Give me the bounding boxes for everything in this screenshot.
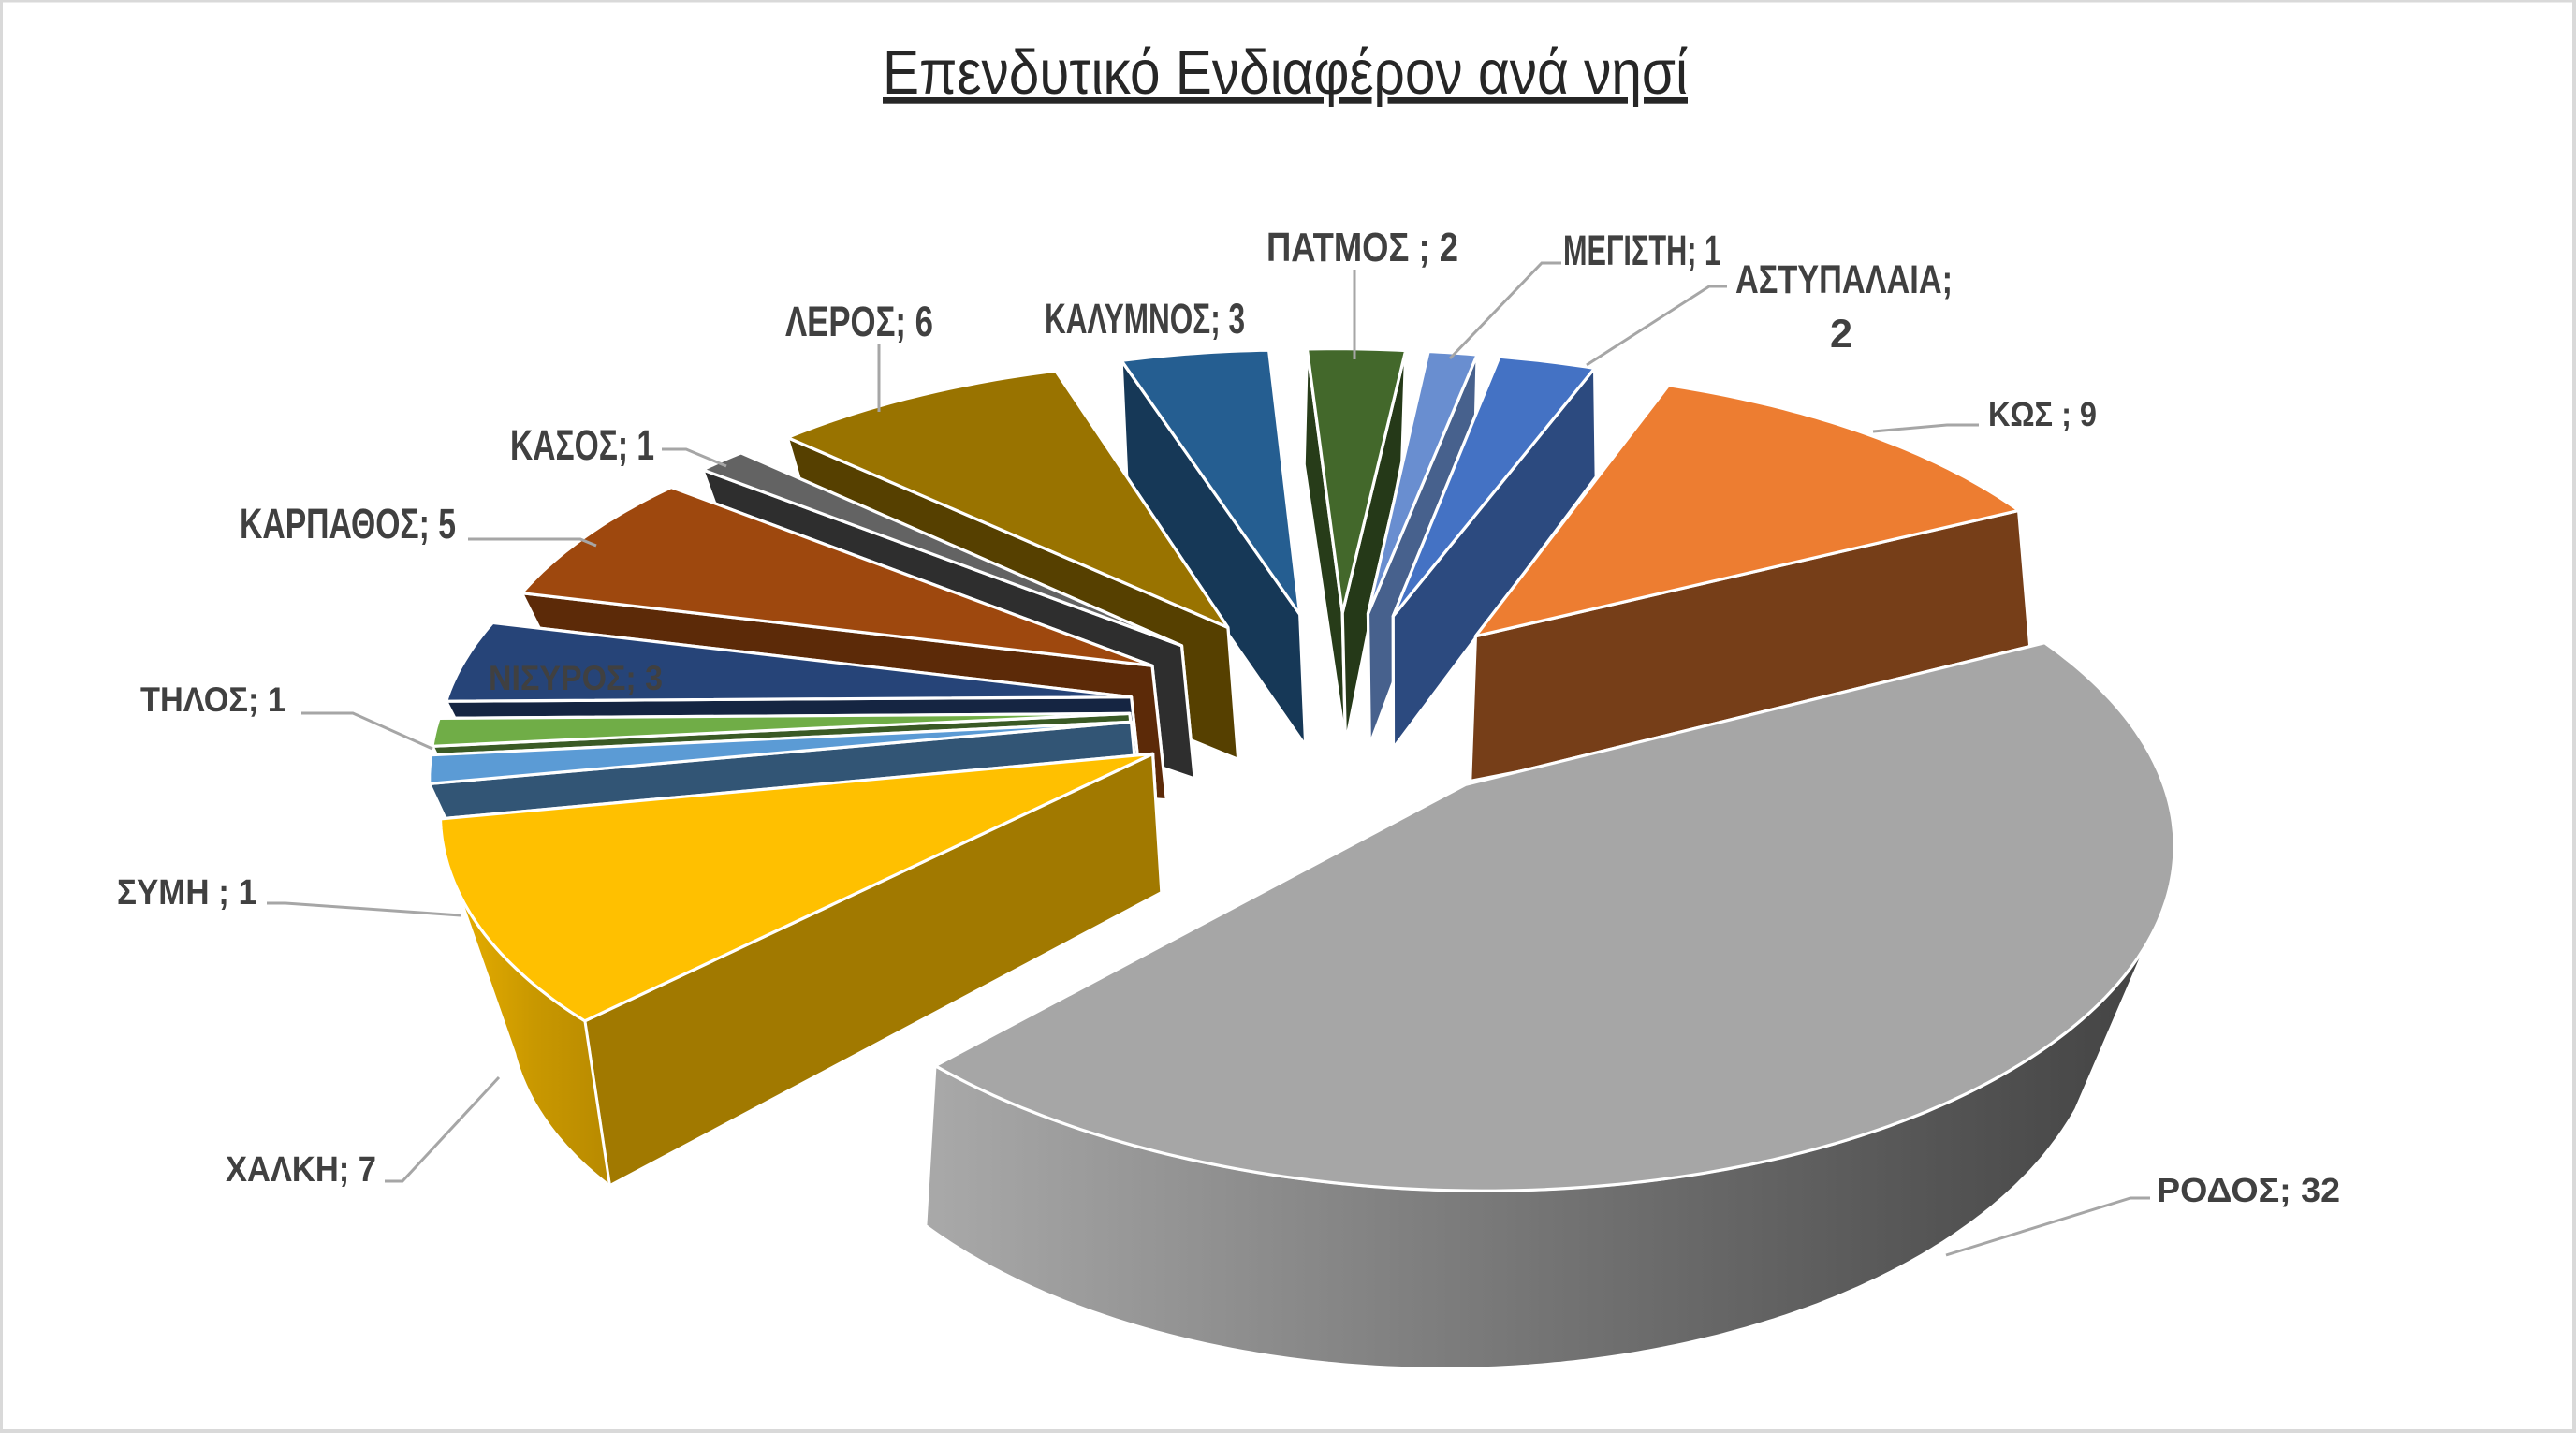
svg-text:ΚΑΛΥΜΝΟΣ; 3: ΚΑΛΥΜΝΟΣ; 3 [1045,295,1245,343]
svg-text:Επενδυτικό Ενδιαφέρον ανά νησί: Επενδυτικό Ενδιαφέρον ανά νησί [883,37,1688,108]
svg-text:ΤΗΛΟΣ; 1: ΤΗΛΟΣ; 1 [140,680,285,719]
svg-text:ΣΥΜΗ ; 1: ΣΥΜΗ ; 1 [117,873,256,913]
svg-text:ΧΑΛΚΗ; 7: ΧΑΛΚΗ; 7 [226,1150,376,1190]
svg-text:ΜΕΓΙΣΤΗ; 1: ΜΕΓΙΣΤΗ; 1 [1563,227,1720,274]
svg-text:ΡΟΔΟΣ; 32: ΡΟΔΟΣ; 32 [2157,1171,2340,1209]
svg-text:ΝΙΣΥΡΟΣ; 3: ΝΙΣΥΡΟΣ; 3 [489,659,663,697]
svg-text:ΚΑΡΠΑΘΟΣ; 5: ΚΑΡΠΑΘΟΣ; 5 [240,500,456,548]
svg-text:2: 2 [1830,312,1852,357]
svg-text:ΛΕΡΟΣ; 6: ΛΕΡΟΣ; 6 [785,298,933,345]
svg-text:ΚΩΣ ; 9: ΚΩΣ ; 9 [1988,395,2097,433]
svg-text:ΚΑΣΟΣ; 1: ΚΑΣΟΣ; 1 [510,421,654,469]
svg-text:ΠΑΤΜΟΣ ; 2: ΠΑΤΜΟΣ ; 2 [1266,225,1458,271]
svg-text:ΑΣΤΥΠΑΛΑΙΑ;: ΑΣΤΥΠΑΛΑΙΑ; [1735,257,1953,302]
